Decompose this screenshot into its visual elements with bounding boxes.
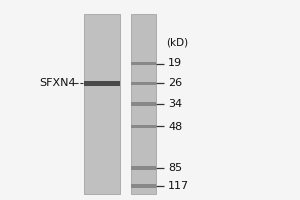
Text: SFXN4: SFXN4	[39, 78, 76, 88]
Bar	[130, 14, 156, 194]
Text: 34: 34	[168, 99, 182, 109]
Bar	[84, 14, 120, 194]
Text: 85: 85	[168, 163, 182, 173]
Text: 117: 117	[168, 181, 189, 191]
Bar	[130, 82, 156, 85]
Bar	[130, 62, 156, 65]
Text: (kD): (kD)	[167, 38, 189, 48]
Bar	[84, 81, 120, 86]
Text: 26: 26	[168, 78, 182, 88]
Bar	[130, 184, 156, 188]
Text: 48: 48	[168, 121, 182, 132]
Bar	[130, 102, 156, 106]
Text: 19: 19	[168, 58, 182, 68]
Bar	[130, 125, 156, 128]
Bar	[130, 166, 156, 170]
